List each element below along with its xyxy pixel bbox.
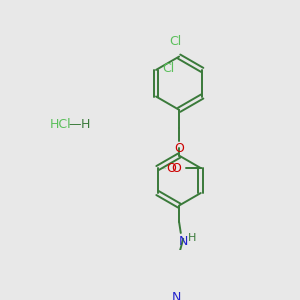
Text: methoxy: methoxy	[161, 167, 167, 169]
Text: N: N	[178, 236, 188, 248]
Text: Cl: Cl	[163, 62, 175, 75]
Text: O: O	[166, 162, 176, 175]
Text: O: O	[171, 162, 181, 175]
Text: H: H	[188, 233, 196, 243]
Text: H: H	[80, 118, 90, 131]
Text: —: —	[69, 118, 81, 131]
Text: N: N	[171, 290, 181, 300]
Text: Cl: Cl	[170, 35, 182, 48]
Text: O: O	[174, 142, 184, 155]
Text: HCl: HCl	[49, 118, 71, 131]
